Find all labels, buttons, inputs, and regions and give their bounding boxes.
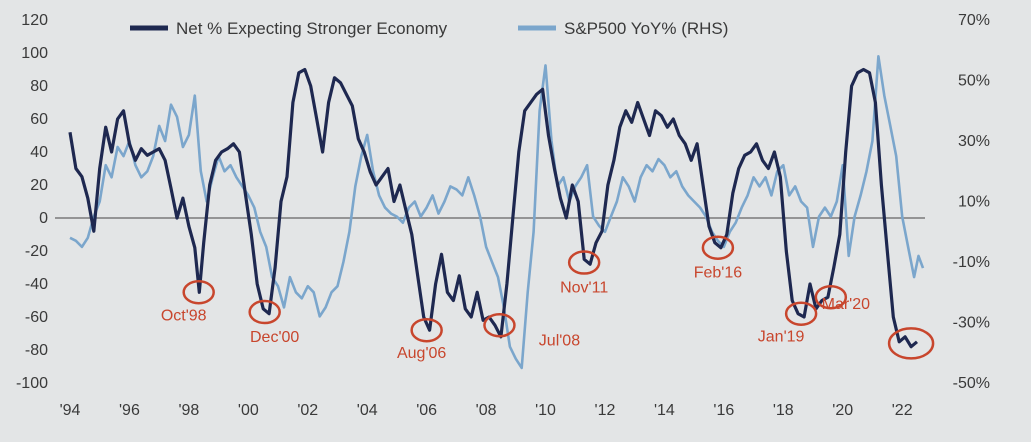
y-right-tick-label: 50% bbox=[958, 73, 990, 90]
x-tick-label: '04 bbox=[357, 402, 378, 419]
trough-circle bbox=[701, 235, 735, 260]
x-tick-label: '96 bbox=[119, 402, 140, 419]
y-right-tick-label: 30% bbox=[958, 133, 990, 150]
trough-label: Oct'98 bbox=[161, 307, 207, 324]
trough-circle bbox=[182, 280, 215, 305]
trough-circle bbox=[567, 250, 601, 275]
trough-circle bbox=[483, 313, 516, 338]
x-tick-label: '18 bbox=[773, 402, 794, 419]
legend-label-net-expecting: Net % Expecting Stronger Economy bbox=[176, 19, 448, 38]
trough-circle bbox=[814, 284, 848, 310]
x-tick-label: '06 bbox=[416, 402, 437, 419]
trough-label: Mar'20 bbox=[822, 296, 871, 313]
trough-circle bbox=[410, 317, 443, 343]
trough-label: Feb'16 bbox=[694, 265, 743, 282]
series-line-net-expecting bbox=[68, 67, 919, 349]
trough-label: Dec'00 bbox=[250, 329, 299, 346]
x-tick-label: '00 bbox=[238, 402, 259, 419]
y-left-tick-label: -40 bbox=[25, 276, 48, 293]
y-right-tick-label: -50% bbox=[953, 375, 990, 392]
x-tick-label: '22 bbox=[892, 402, 913, 419]
trough-label: Jul'08 bbox=[539, 332, 580, 349]
y-left-tick-label: 120 bbox=[21, 12, 48, 29]
series-lines bbox=[68, 55, 925, 370]
x-axis-ticks: '94 '96 '98 '00 '02 '04 '06 '08 '10 '12 '14 '16 '18 '… bbox=[60, 402, 913, 419]
trough-circle bbox=[784, 301, 818, 326]
x-tick-label: '08 bbox=[476, 402, 497, 419]
legend: Net % Expecting Stronger Economy S&P500 … bbox=[130, 19, 728, 38]
x-tick-label: '12 bbox=[595, 402, 616, 419]
y-right-tick-label: 10% bbox=[958, 194, 990, 211]
y-left-tick-label: 0 bbox=[39, 210, 48, 227]
y-left-tick-label: -60 bbox=[25, 309, 48, 326]
right-axis-ticks: 70% 50% 30% 10% -10% -30% -50% bbox=[953, 12, 990, 392]
x-tick-label: '94 bbox=[60, 402, 81, 419]
y-left-tick-label: 60 bbox=[30, 111, 48, 128]
y-left-tick-label: 80 bbox=[30, 78, 48, 95]
y-left-tick-label: 20 bbox=[30, 177, 48, 194]
legend-label-sp500: S&P500 YoY% (RHS) bbox=[564, 19, 728, 38]
x-tick-label: '20 bbox=[832, 402, 853, 419]
y-left-tick-label: -20 bbox=[25, 243, 48, 260]
y-left-tick-label: -80 bbox=[25, 342, 48, 359]
trough-circle bbox=[248, 299, 281, 325]
y-right-tick-label: -10% bbox=[953, 254, 990, 271]
trough-label: Nov'11 bbox=[560, 280, 608, 297]
trough-label: Jan'19 bbox=[758, 329, 805, 346]
y-left-tick-label: 40 bbox=[30, 144, 48, 161]
y-left-tick-label: -100 bbox=[16, 375, 48, 392]
trough-annotations: Oct'98 Dec'00 Aug'06 Jul'08 Nov'11 Feb'16 Jan'… bbox=[161, 235, 935, 362]
x-tick-label: '10 bbox=[535, 402, 556, 419]
y-left-tick-label: 100 bbox=[21, 45, 48, 62]
x-tick-label: '98 bbox=[178, 402, 199, 419]
y-right-tick-label: 70% bbox=[958, 12, 990, 29]
x-tick-label: '02 bbox=[297, 402, 318, 419]
x-tick-label: '14 bbox=[654, 402, 675, 419]
trough-circle bbox=[887, 327, 935, 360]
x-tick-label: '16 bbox=[713, 402, 734, 419]
left-axis-ticks: 120 100 80 60 40 20 0 -20 -40 -60 -80 -100 bbox=[16, 12, 48, 392]
trough-label: Aug'06 bbox=[397, 345, 446, 362]
y-right-tick-label: -30% bbox=[953, 315, 990, 332]
